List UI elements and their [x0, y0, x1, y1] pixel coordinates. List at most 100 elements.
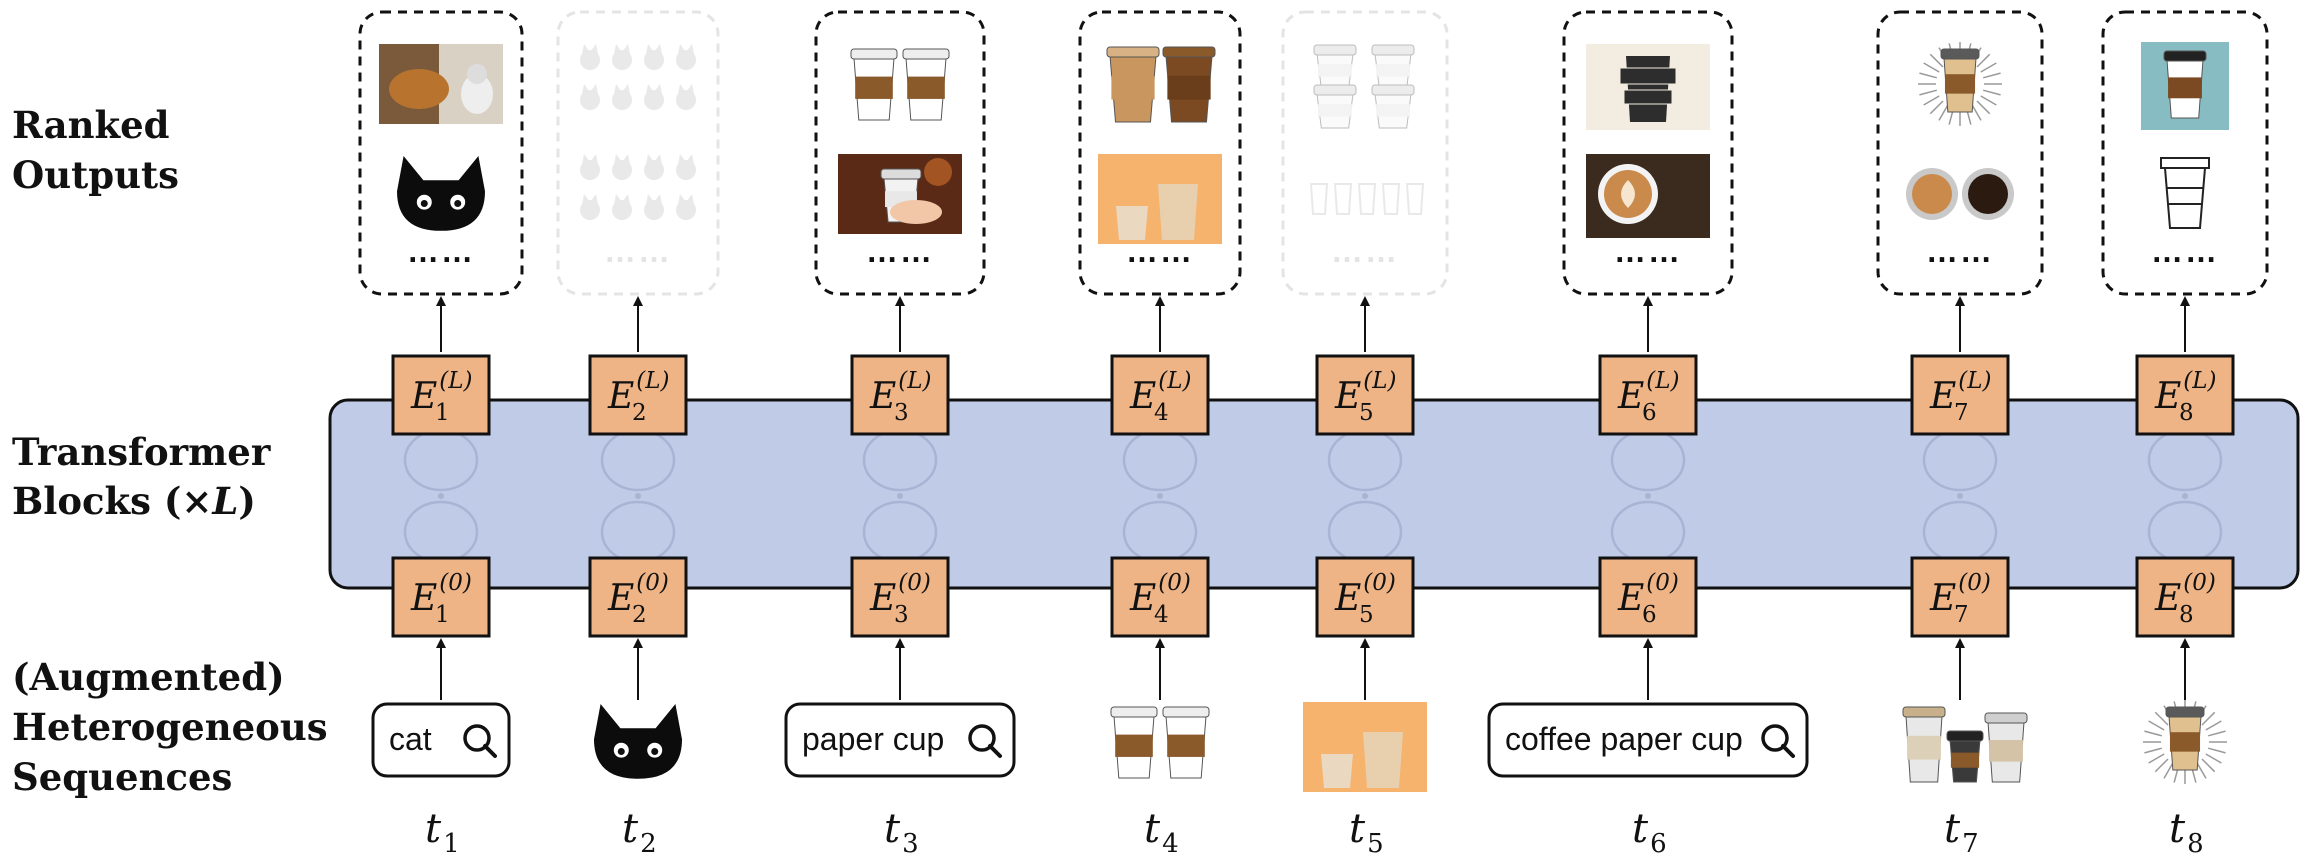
embedding-bottom-2: E(0)2	[588, 556, 688, 638]
row-label-transformer-line2-close: )	[238, 479, 256, 523]
timestep-letter-2: t	[622, 806, 639, 852]
embedding-top-2: E(L)2	[588, 354, 688, 436]
embedding-bottom-3-letter: E	[869, 578, 896, 619]
ranked-output-ellipsis-1: ……	[407, 233, 475, 269]
embedding-top-3-letter: E	[869, 376, 896, 417]
embedding-bottom-3-box	[850, 556, 950, 638]
search-icon[interactable]	[968, 724, 1002, 758]
cup-outline-set-icon	[1309, 183, 1425, 215]
cup-illustration-icon	[1303, 702, 1427, 792]
search-query-3[interactable]: paper cup	[784, 702, 1016, 778]
embedding-top-3-label: E(L)	[869, 368, 932, 417]
search-query-3-box[interactable]	[784, 702, 1016, 778]
sequence-columns: ……E(L)1E(0)1catt1……E(L)2E(0)2t2……E(L)3E(…	[358, 10, 2269, 859]
timestep-index-4: 4	[1162, 829, 1179, 859]
timestep-label-7: t7	[1944, 806, 1979, 859]
embedding-top-1-letter: E	[410, 376, 437, 417]
embedding-top-2-letter: E	[607, 376, 634, 417]
timestep-index-3: 3	[902, 829, 919, 859]
embedding-top-3-superscript: (L)	[898, 368, 931, 394]
row-label-sequence: (Augmented) Heterogeneous Sequences	[12, 655, 328, 799]
embedding-bottom-1-label: E(0)	[410, 570, 472, 619]
row-label-outputs-line2: Outputs	[12, 153, 179, 197]
embedding-bottom-7-label: E(0)	[1929, 570, 1991, 619]
search-query-6-box[interactable]	[1487, 702, 1809, 778]
layer-connector-dot-4	[1157, 493, 1163, 499]
embedding-top-8-box	[2135, 354, 2235, 436]
embedding-top-4-box	[1110, 354, 1210, 436]
embedding-top-5-subscript: 5	[1359, 400, 1374, 426]
embedding-top-7-label: E(L)	[1929, 368, 1992, 417]
embedding-bottom-4-superscript: (0)	[1158, 570, 1191, 596]
embedding-top-8-subscript: 8	[2179, 400, 2194, 426]
embedding-bottom-8: E(0)8	[2135, 556, 2235, 638]
two-coffee-cups-icon	[850, 48, 950, 121]
embedding-top-2-label: E(L)	[607, 368, 670, 417]
embedding-top-4: E(L)4	[1110, 354, 1210, 436]
sequence-step-8: ……E(L)8E(0)8t8	[2101, 10, 2269, 859]
layer-connector-dot-7	[1957, 493, 1963, 499]
cat-silhouettes-grid-icon	[580, 44, 696, 110]
layer-connector-dot-2	[635, 493, 641, 499]
ranked-output-ellipsis-5: ……	[1331, 233, 1399, 269]
timestep-letter-5: t	[1349, 806, 1366, 852]
input-image-8	[2143, 700, 2227, 784]
ranked-output-card-8: ……	[2101, 10, 2269, 296]
ranked-output-ellipsis-7: ……	[1926, 233, 1994, 269]
embedding-bottom-4-box	[1110, 556, 1210, 638]
input-image-4	[1110, 706, 1210, 779]
embedding-bottom-6: E(0)6	[1598, 556, 1698, 638]
embedding-top-6-superscript: (L)	[1646, 368, 1679, 394]
embedding-top-8-label: E(L)	[2154, 368, 2217, 417]
timestep-label-1: t1	[425, 806, 460, 859]
embedding-bottom-5-label: E(0)	[1334, 570, 1396, 619]
embedding-bottom-2-box	[588, 556, 688, 638]
embedding-bottom-2-superscript: (0)	[636, 570, 669, 596]
timestep-letter-4: t	[1144, 806, 1161, 852]
search-icon[interactable]	[463, 724, 497, 758]
embedding-bottom-8-letter: E	[2154, 578, 2181, 619]
embedding-bottom-5-superscript: (0)	[1363, 570, 1396, 596]
embedding-bottom-5-box	[1315, 556, 1415, 638]
timestep-letter-1: t	[425, 806, 442, 852]
embedding-top-7-superscript: (L)	[1958, 368, 1991, 394]
embedding-top-6: E(L)6	[1598, 354, 1698, 436]
embedding-bottom-2-label: E(0)	[607, 570, 669, 619]
layer-connector-dot-3	[897, 493, 903, 499]
embedding-top-8-letter: E	[2154, 376, 2181, 417]
embedding-top-7: E(L)7	[1910, 354, 2010, 436]
embedding-top-4-letter: E	[1129, 376, 1156, 417]
embedding-bottom-1-subscript: 1	[435, 602, 450, 628]
sequence-step-5: ……E(L)5E(0)5t5	[1281, 10, 1449, 859]
ranked-output-card-1: ……	[358, 10, 524, 296]
embedding-top-6-label: E(L)	[1617, 368, 1680, 417]
transformer-block	[328, 398, 2300, 590]
row-label-transformer-line2: Blocks (×L)	[12, 479, 256, 523]
layer-connector-dot-5	[1362, 493, 1368, 499]
search-icon[interactable]	[1761, 724, 1795, 758]
embedding-top-7-subscript: 7	[1954, 400, 1969, 426]
embedding-bottom-2-letter: E	[607, 578, 634, 619]
search-query-1-text: cat	[389, 721, 432, 757]
embedding-bottom-7-superscript: (0)	[1958, 570, 1991, 596]
embedding-top-3-box	[850, 354, 950, 436]
search-query-1[interactable]: cat	[371, 702, 511, 778]
embedding-bottom-1: E(0)1	[391, 556, 491, 638]
timestep-index-7: 7	[1962, 829, 1979, 859]
search-query-6[interactable]: coffee paper cup	[1487, 702, 1809, 778]
row-label-sequence-line1: (Augmented)	[12, 655, 285, 699]
row-label-outputs-line1: Ranked	[12, 103, 170, 147]
timestep-label-6: t6	[1632, 806, 1667, 859]
embedding-top-7-box	[1910, 354, 2010, 436]
embedding-top-2-box	[588, 354, 688, 436]
embedding-top-2-superscript: (L)	[636, 368, 669, 394]
embedding-bottom-7-box	[1910, 556, 2010, 638]
ranked-output-ellipsis-6: ……	[1614, 233, 1682, 269]
three-takeaway-cups-icon	[1902, 706, 2028, 783]
embedding-bottom-2-subscript: 2	[632, 602, 647, 628]
embedding-bottom-4-letter: E	[1129, 578, 1156, 619]
sunburst-coffee-cup-icon	[1918, 42, 2002, 126]
search-query-1-box[interactable]	[371, 702, 511, 778]
